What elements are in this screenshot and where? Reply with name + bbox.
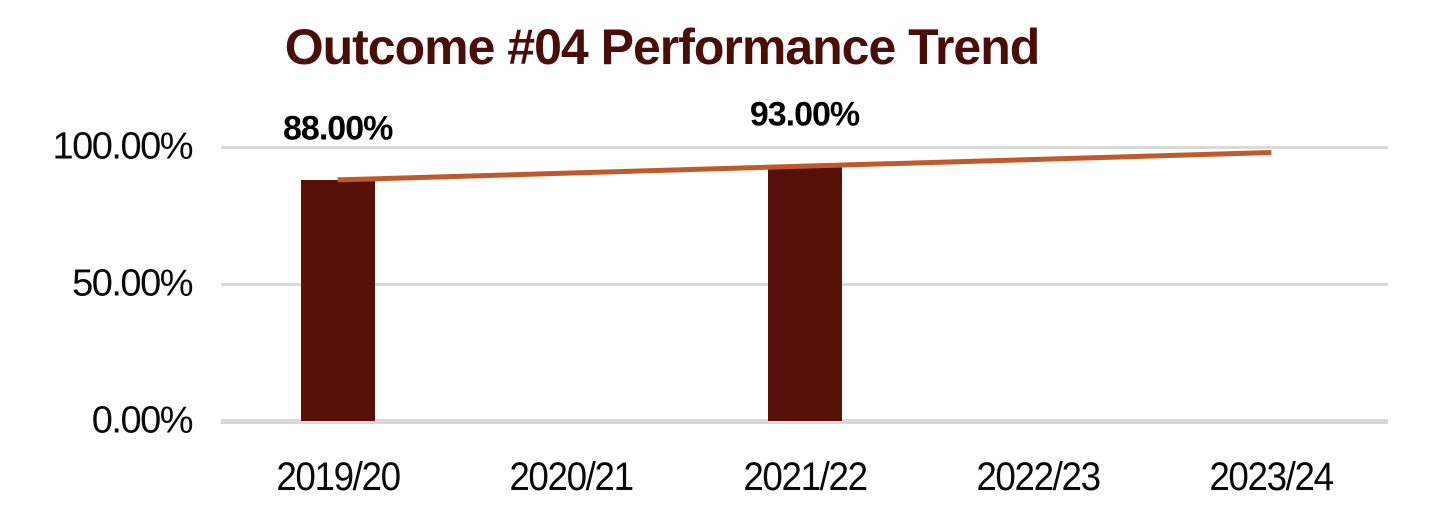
data-label-2021-22: 93.00% bbox=[749, 95, 860, 134]
data-label-2019-20: 88.00% bbox=[283, 109, 393, 148]
x-category-label-2019-20: 2019/20 bbox=[276, 455, 401, 499]
x-category-label-2023-24: 2023/24 bbox=[1209, 455, 1335, 499]
bar-2021-22 bbox=[767, 166, 842, 421]
y-tick-label-0: 0.00% bbox=[91, 399, 194, 442]
y-tick-label-50: 50.00% bbox=[72, 262, 193, 305]
x-category-label-2022-23: 2022/23 bbox=[976, 455, 1101, 499]
gridline-100 bbox=[221, 145, 1388, 149]
chart-title: Outcome #04 Performance Trend bbox=[284, 19, 1041, 75]
x-category-label-2020-21: 2020/21 bbox=[509, 455, 634, 499]
bar-2019-20 bbox=[300, 179, 375, 421]
x-category-label-2021-22: 2021/22 bbox=[742, 455, 868, 499]
gridline-0 bbox=[221, 418, 1388, 424]
y-tick-label-100: 100.00% bbox=[52, 125, 193, 168]
